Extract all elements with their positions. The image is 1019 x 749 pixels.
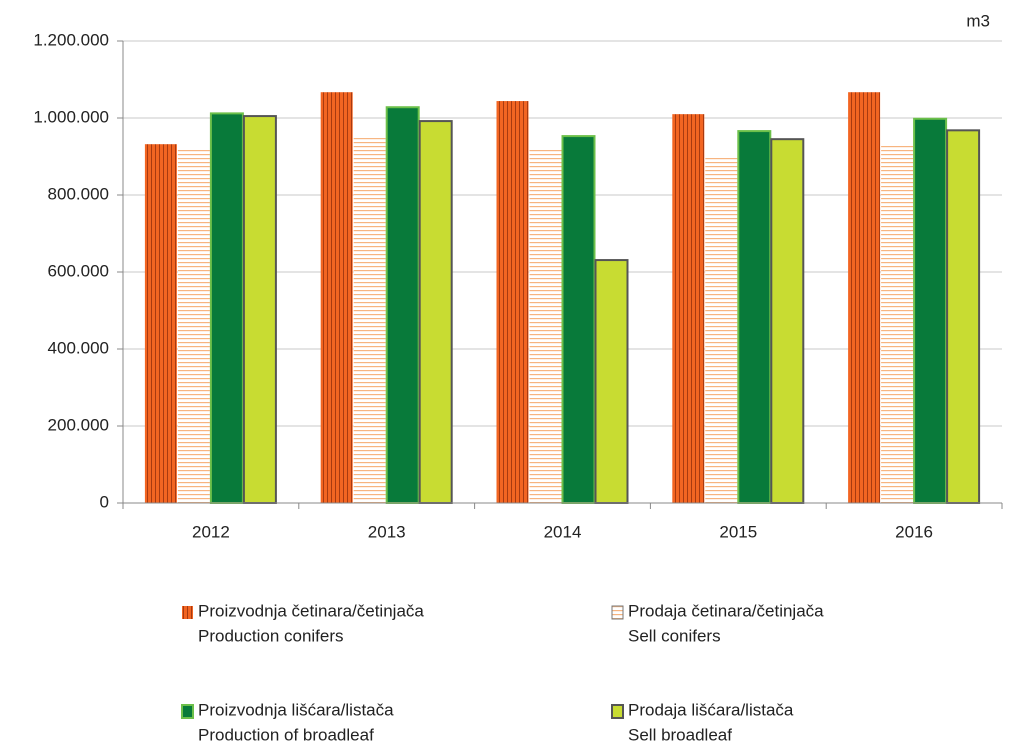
x-tick-label: 2014 [544,522,582,541]
legend-label: Prodaja četinara/četinjača [628,601,824,620]
bar [946,129,981,504]
bar [385,106,420,504]
legend-swatch [181,704,194,719]
bar [705,156,738,504]
bar [418,120,453,505]
legend-label: Proizvodnja četinara/četinjača [198,601,424,620]
bar [848,92,881,503]
x-tick-label: 2013 [368,522,406,541]
y-tick-label: 600.000 [48,261,109,280]
bar [529,149,562,503]
y-tick-label: 1.000.000 [33,107,109,126]
unit-label: m3 [966,11,990,30]
bar [353,138,386,503]
bar [242,115,277,504]
bar [770,138,805,505]
x-tick-label: 2012 [192,522,230,541]
bar [496,101,529,503]
legend-label: Proizvodnja lišćara/listača [198,700,394,719]
bar [320,92,353,503]
legend-label: Sell conifers [628,626,721,645]
y-tick-label: 0 [100,492,109,511]
bar [881,145,914,503]
y-tick-label: 400.000 [48,338,109,357]
x-tick-label: 2015 [719,522,757,541]
bar [913,117,948,505]
legend-swatch [611,704,624,719]
y-tick-label: 200.000 [48,415,109,434]
legend-label: Production of broadleaf [198,725,374,744]
bar [177,149,210,503]
bar [144,144,177,503]
y-tick-label: 1.200.000 [33,30,109,49]
legend-swatch [611,605,624,620]
y-tick-label: 800.000 [48,184,109,203]
bar [209,112,244,504]
legend-label: Sell broadleaf [628,725,732,744]
legend-label: Prodaja lišćara/listača [628,700,794,719]
bar [594,259,629,504]
bar [561,135,596,504]
x-tick-label: 2016 [895,522,933,541]
legend-label: Production conifers [198,626,344,645]
legend-swatch [182,606,193,619]
bar [737,130,772,504]
bar [672,114,705,504]
